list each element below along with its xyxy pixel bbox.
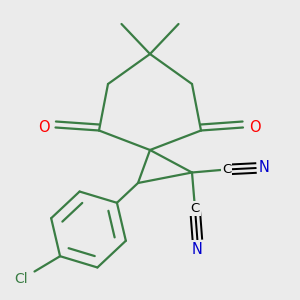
Text: Cl: Cl — [14, 272, 28, 286]
Text: C: C — [222, 163, 231, 176]
Text: C: C — [190, 202, 200, 215]
Text: O: O — [249, 120, 261, 135]
Text: N: N — [192, 242, 203, 256]
Text: N: N — [259, 160, 269, 175]
Text: O: O — [38, 120, 49, 135]
